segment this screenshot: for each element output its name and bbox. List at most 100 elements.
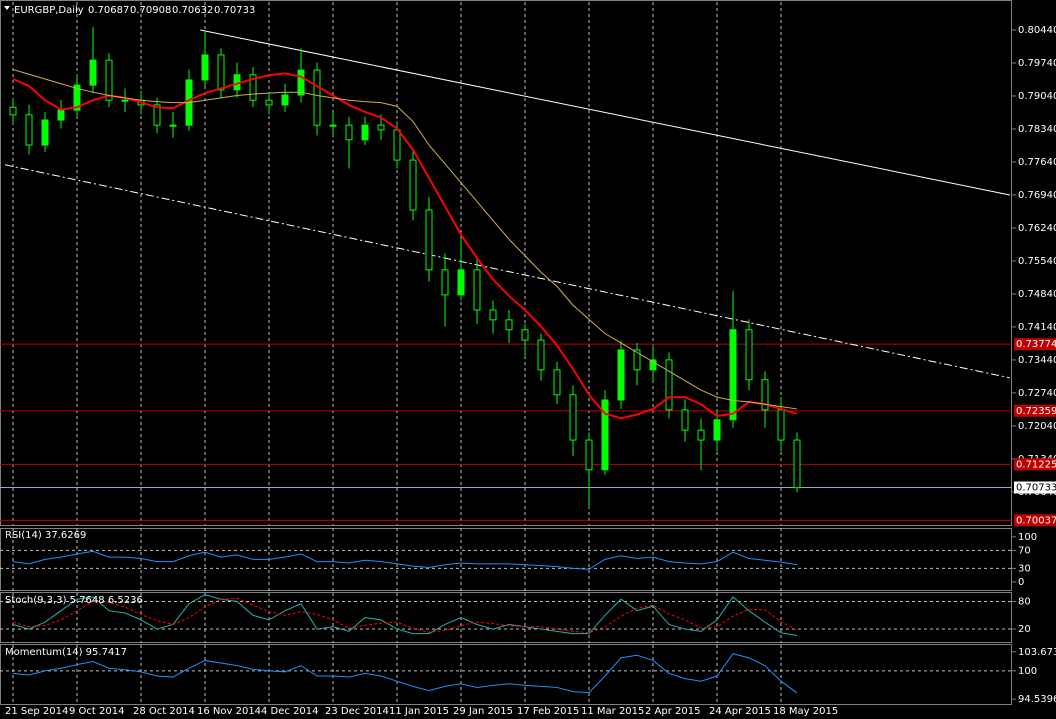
indicator-title: Momentum(14) 95.7417 [5, 647, 127, 658]
level-label: 0.72359 [1016, 406, 1056, 417]
y-tick-label: 0.76240 [1018, 223, 1056, 234]
x-tick-label: 24 Apr 2015 [709, 706, 771, 717]
y-tick-label: 0.77640 [1018, 157, 1056, 168]
y-tick-label: 0.73440 [1018, 355, 1056, 366]
x-tick-label: 17 Feb 2015 [517, 706, 579, 717]
candle-body [89, 59, 97, 86]
quote-value: 0.70632 [172, 5, 213, 16]
candle-body [361, 124, 369, 141]
y-tick-label: 0.75540 [1018, 256, 1056, 267]
y-tick-label: 30 [1018, 563, 1031, 574]
candle-body [489, 309, 497, 321]
current-price-label: 0.70733 [1016, 483, 1056, 494]
level-box [1014, 458, 1056, 471]
candle-body [217, 54, 225, 91]
candle-body [409, 159, 417, 211]
quote-value: 0.70908 [130, 5, 171, 16]
candle-body [553, 369, 561, 396]
candle-body [25, 114, 33, 146]
candle-body [57, 109, 65, 121]
menu-arrow [4, 6, 10, 10]
level-box [1014, 514, 1056, 527]
x-tick-label: 21 Sep 2014 [5, 706, 68, 717]
candle-body [297, 69, 305, 96]
candle-body [537, 339, 545, 371]
candle-body [793, 439, 801, 489]
rsi-frame [0, 528, 1012, 591]
level-label: 0.70037 [1016, 515, 1056, 526]
indicator-line [12, 653, 798, 694]
main-frame [0, 0, 1012, 526]
candle-body [425, 209, 433, 271]
candle-body [73, 84, 81, 111]
candle-body [169, 124, 177, 127]
indicator-line [12, 594, 798, 636]
x-tick-label: 11 Mar 2015 [581, 706, 644, 717]
y-tick-label: 20 [1018, 624, 1031, 635]
x-tick-label: 9 Oct 2014 [69, 706, 124, 717]
candle-body [649, 359, 657, 371]
y-tick-label: 80 [1018, 597, 1031, 608]
y-tick-label: 0.72740 [1018, 388, 1056, 399]
y-tick-label: 0 [1018, 577, 1024, 588]
candle-body [281, 94, 289, 106]
candle-body [105, 59, 113, 101]
candle-body [617, 349, 625, 401]
x-tick-label: 28 Oct 2014 [133, 706, 195, 717]
y-tick-label: 0.79040 [1018, 91, 1056, 102]
candle-body [457, 269, 465, 296]
y-tick-label: 94.5396 [1018, 694, 1056, 705]
candle-body [265, 99, 273, 106]
candle-body [9, 106, 17, 116]
candle-body [121, 99, 129, 102]
trendline [4, 164, 1010, 379]
y-tick-label: 70 [1018, 545, 1031, 556]
candle-body [729, 329, 737, 421]
candle-body [569, 394, 577, 441]
candle-body [665, 359, 673, 411]
candle-body [505, 319, 513, 331]
quote-value: 0.70733 [214, 5, 255, 16]
indicator-title: Stoch(9,3,3) 5.7648 6.5236 [5, 595, 143, 606]
y-tick-label: 0.76940 [1018, 190, 1056, 201]
momentum-frame [0, 644, 1012, 705]
y-tick-label: 100 [1018, 666, 1037, 677]
candle-body [201, 54, 209, 81]
chart-title: EURGBP,Daily [14, 5, 84, 16]
y-tick-label: 0.80440 [1018, 25, 1056, 36]
y-tick-label: 103.6736 [1018, 647, 1056, 658]
x-tick-label: 11 Jan 2015 [389, 706, 449, 717]
level-label: 0.71225 [1016, 459, 1056, 470]
candle-body [313, 69, 321, 126]
candle-body [633, 349, 641, 371]
candle-body [473, 269, 481, 311]
x-tick-label: 2 Apr 2015 [645, 706, 700, 717]
candle-body [377, 124, 385, 131]
x-tick-label: 16 Nov 2014 [197, 706, 261, 717]
y-tick-label: 0.79740 [1018, 58, 1056, 69]
candle-body [153, 104, 161, 126]
x-tick-label: 4 Dec 2014 [261, 706, 319, 717]
level-box [1014, 338, 1056, 351]
y-tick-label: 100 [1018, 532, 1037, 543]
stoch-frame [0, 592, 1012, 643]
candle-body [521, 329, 529, 341]
moving-average [12, 72, 798, 420]
candle-body [441, 269, 449, 296]
candle-body [601, 399, 609, 471]
candle-body [697, 429, 705, 441]
candle-body [329, 124, 337, 127]
level-box [1014, 404, 1056, 417]
x-tick-label: 18 May 2015 [773, 706, 838, 717]
current-price-box [1014, 481, 1056, 494]
candle-body [713, 419, 721, 441]
trendline [200, 29, 1010, 196]
candle-body [761, 379, 769, 411]
y-tick-label: 0.74140 [1018, 322, 1056, 333]
indicator-line [12, 550, 798, 570]
candle-body [745, 329, 753, 381]
level-label: 0.73774 [1016, 339, 1056, 350]
y-tick-label: 0.74840 [1018, 289, 1056, 300]
